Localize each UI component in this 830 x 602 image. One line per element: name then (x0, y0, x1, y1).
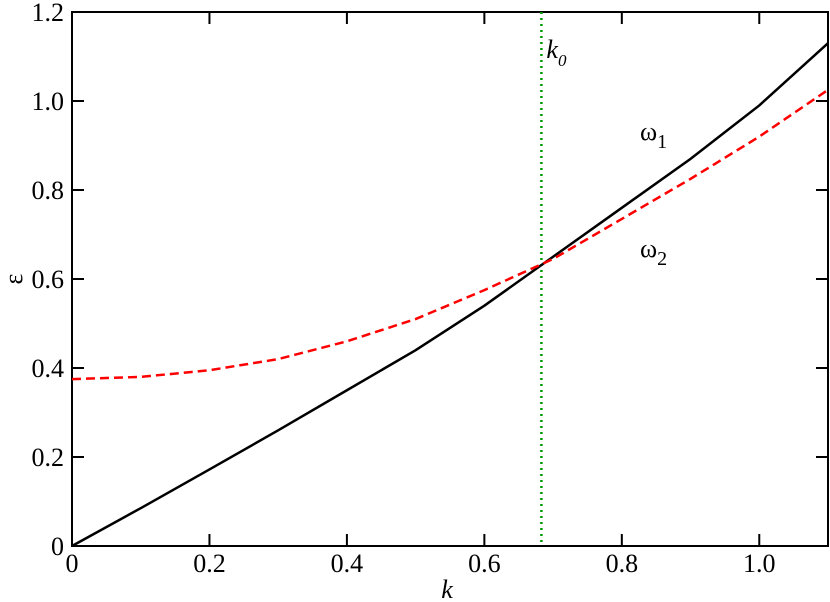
series-label-main: ω (640, 234, 657, 263)
k0-label: k0 (546, 35, 567, 70)
x-tick-label: 0.4 (331, 549, 364, 578)
x-axis-label: k (441, 575, 453, 602)
k0-label-sub: 0 (558, 51, 567, 70)
series-line (71, 42, 829, 548)
series-label-sub: 1 (657, 131, 667, 153)
x-tick-label: 0.6 (468, 549, 501, 578)
y-tick-label: 0.2 (32, 443, 65, 472)
k0-label-main: k (546, 35, 558, 64)
y-tick-label: 0.4 (32, 354, 65, 383)
x-tick-label: 1.0 (743, 549, 776, 578)
y-tick-label: 0 (51, 532, 64, 561)
y-tick-label: 0.6 (32, 265, 65, 294)
x-tick-label: 0.2 (193, 549, 226, 578)
series-label: ω2 (640, 234, 667, 270)
series-label-sub: 2 (657, 248, 667, 270)
series-line (71, 88, 829, 381)
y-tick-label: 1.2 (32, 0, 65, 27)
series-label: ω1 (640, 117, 667, 153)
y-tick-label: 0.8 (32, 176, 65, 205)
y-axis-label: ε (0, 273, 28, 284)
plot-frame (71, 11, 829, 547)
series-label-main: ω (640, 117, 657, 146)
x-tick-label: 0.8 (606, 549, 639, 578)
x-tick-label: 0 (66, 549, 79, 578)
y-tick-label: 1.0 (32, 87, 65, 116)
